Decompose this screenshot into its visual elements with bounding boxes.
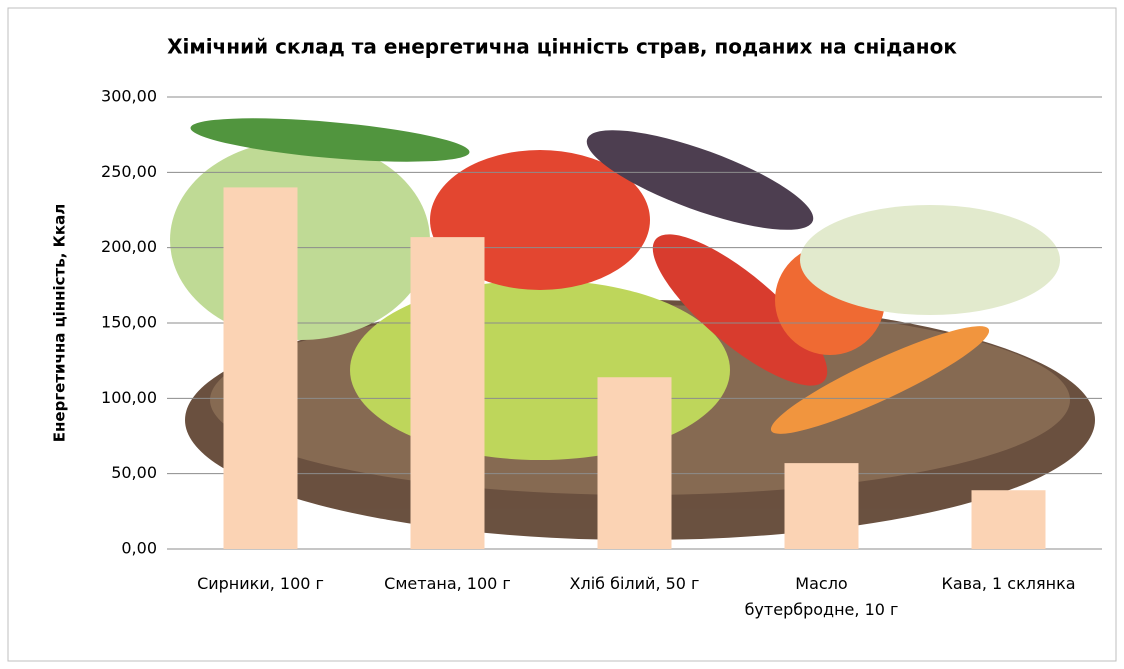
cabbage [170,140,430,340]
pepper [430,150,650,290]
romanesco [350,280,730,460]
chili [652,234,828,386]
chart-title: Хімічний склад та енергетична цінність с… [167,35,957,59]
bar [597,377,672,549]
bar [223,187,298,549]
fennel [800,205,1060,315]
y-axis-title: Енергетична цінність, Ккал [51,204,69,442]
bar [410,237,485,549]
bar [784,463,859,549]
x-tick-label: Кава, 1 склянка [941,574,1076,593]
y-tick-label: 0,00 [121,539,157,558]
y-tick-label: 200,00 [101,237,157,256]
y-tick-label: 150,00 [101,313,157,332]
carrot [770,326,990,434]
x-tick-label: Хліб білий, 50 г [569,574,700,593]
x-tick-label: Сметана, 100 г [384,574,511,593]
x-tick-label: Сирники, 100 г [197,574,324,593]
bar [971,490,1046,549]
y-tick-label: 300,00 [101,87,157,106]
y-tick-label: 50,00 [111,463,157,482]
leek [190,118,470,162]
x-tick-label: Масло бутербродне, 10 г [744,574,899,619]
eggplant [586,130,814,230]
y-tick-label: 250,00 [101,162,157,181]
y-tick-label: 100,00 [101,388,157,407]
